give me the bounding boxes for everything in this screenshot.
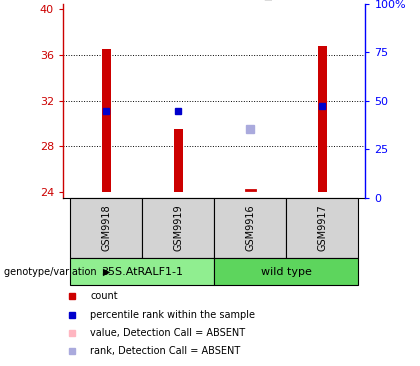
Bar (318, 46, 326, 192)
Text: genotype/variation  ▶: genotype/variation ▶ (4, 267, 110, 277)
Bar (214, 258, 358, 285)
Text: value, Detection Call = ABSENT: value, Detection Call = ABSENT (90, 328, 245, 338)
Text: GSM9916: GSM9916 (245, 205, 255, 251)
Bar (286, 198, 358, 258)
Text: GSM9918: GSM9918 (101, 205, 111, 251)
Text: GSM9917: GSM9917 (317, 205, 327, 251)
Bar (142, 198, 214, 258)
Text: wild type: wild type (261, 267, 312, 277)
Text: GSM9919: GSM9919 (173, 205, 183, 251)
Text: count: count (90, 291, 118, 302)
Bar (214, 198, 286, 258)
Bar (70, 258, 214, 285)
Bar (174, 129, 183, 192)
Text: percentile rank within the sample: percentile rank within the sample (90, 310, 255, 320)
Text: rank, Detection Call = ABSENT: rank, Detection Call = ABSENT (90, 346, 241, 356)
Bar (70, 198, 142, 258)
Text: 35S.AtRALF1-1: 35S.AtRALF1-1 (101, 267, 183, 277)
Bar (102, 49, 110, 192)
